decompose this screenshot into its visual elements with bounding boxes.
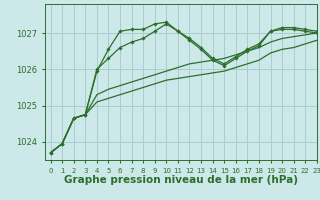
X-axis label: Graphe pression niveau de la mer (hPa): Graphe pression niveau de la mer (hPa) — [64, 175, 298, 185]
